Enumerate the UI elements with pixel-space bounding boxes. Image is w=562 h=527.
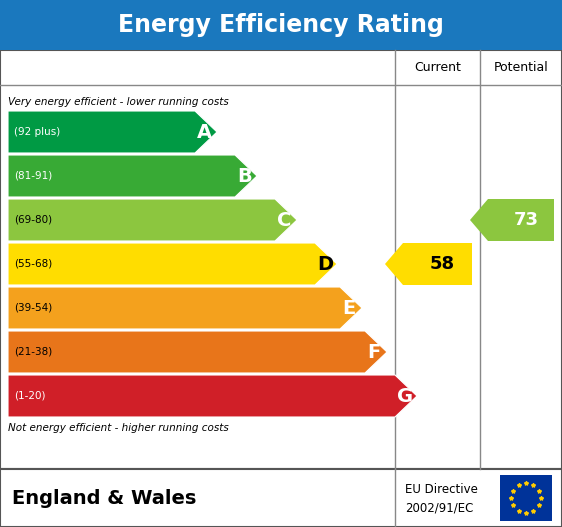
Polygon shape [8,331,387,373]
Polygon shape [8,155,257,197]
Bar [500,475,552,521]
Text: B: B [237,167,252,186]
Text: 58: 58 [430,255,455,273]
Text: Energy Efficiency Rating: Energy Efficiency Rating [118,13,444,37]
Polygon shape [8,375,417,417]
Text: (21-38): (21-38) [14,347,52,357]
Text: 73: 73 [514,211,538,229]
Text: (69-80): (69-80) [14,215,52,225]
Text: C: C [277,210,291,229]
Text: Potential: Potential [493,61,549,74]
Polygon shape [470,199,554,241]
Text: England & Wales: England & Wales [12,489,196,508]
Polygon shape [8,287,362,329]
Text: Not energy efficient - higher running costs: Not energy efficient - higher running co… [8,423,229,433]
Text: (92 plus): (92 plus) [14,127,60,137]
Polygon shape [385,243,472,285]
Text: G: G [397,386,413,405]
Bar [0,50,562,469]
Polygon shape [8,199,297,241]
Text: (81-91): (81-91) [14,171,52,181]
Text: (55-68): (55-68) [14,259,52,269]
Text: D: D [317,255,333,274]
Polygon shape [8,243,337,285]
Text: (1-20): (1-20) [14,391,46,401]
Text: A: A [197,122,212,142]
Bar [0,0,562,50]
Text: F: F [367,343,380,362]
Text: Current: Current [414,61,461,74]
Bar [0,469,562,527]
Polygon shape [8,111,217,153]
Text: 2002/91/EC: 2002/91/EC [405,502,473,515]
Text: EU Directive: EU Directive [405,483,478,496]
Text: (39-54): (39-54) [14,303,52,313]
Text: E: E [342,298,355,317]
Text: Very energy efficient - lower running costs: Very energy efficient - lower running co… [8,97,229,107]
